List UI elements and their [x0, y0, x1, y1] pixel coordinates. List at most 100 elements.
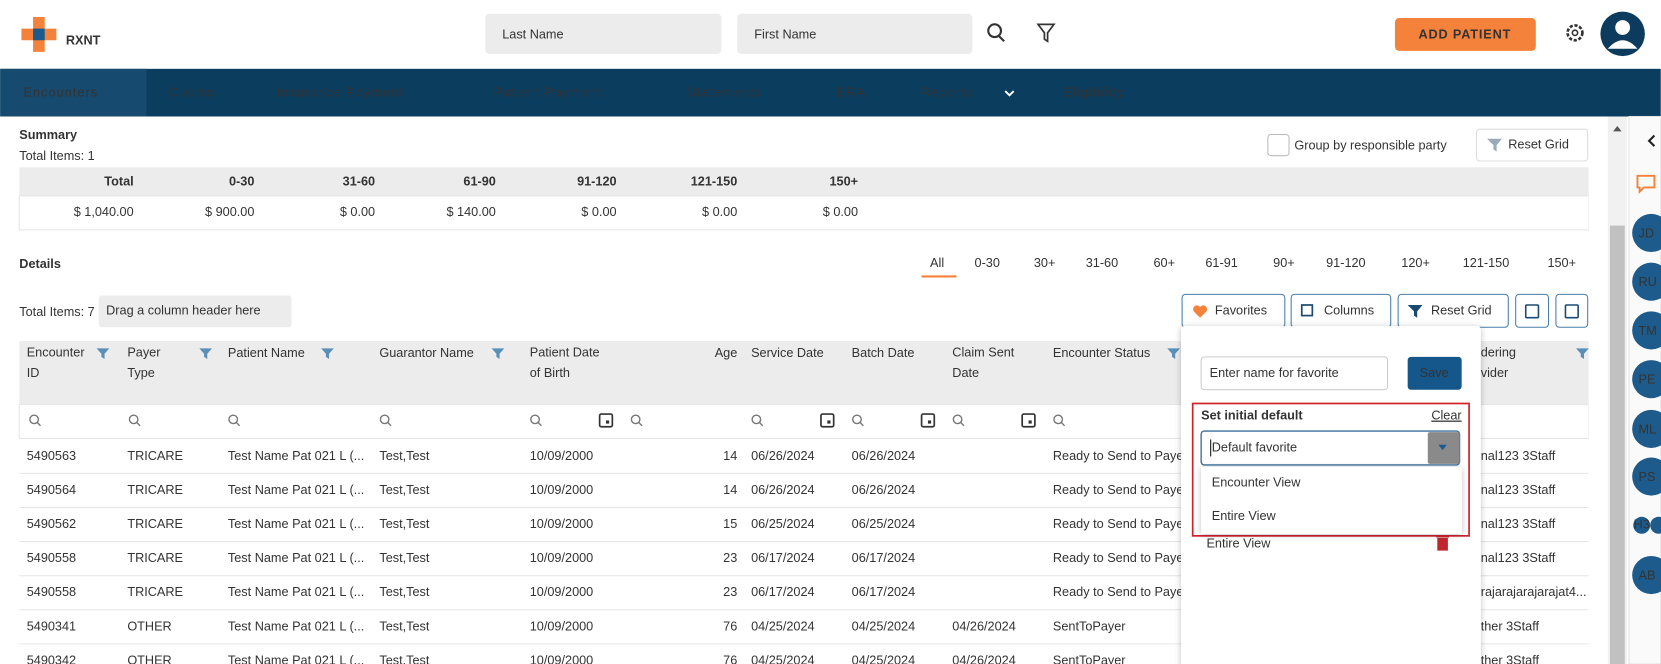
table-cell: SentToPayer: [1053, 619, 1126, 633]
delete-icon[interactable]: [1436, 535, 1449, 551]
icon-button[interactable]: [1555, 293, 1589, 328]
select-option[interactable]: Encounter View: [1212, 475, 1301, 489]
aging-filter[interactable]: 60+: [1153, 256, 1175, 270]
add-patient-button[interactable]: [1394, 18, 1536, 51]
nav-item[interactable]: Encounters: [24, 86, 99, 100]
staff-avatar[interactable]: [1632, 262, 1661, 301]
column-filter-icon[interactable]: [321, 348, 334, 360]
aging-filter[interactable]: 30+: [1034, 256, 1056, 270]
table-cell: 04/25/2024: [852, 619, 916, 633]
encounter-link[interactable]: 5490342: [27, 653, 76, 664]
icon-button[interactable]: [1515, 293, 1550, 328]
column-filter-icon[interactable]: [491, 348, 505, 360]
calendar-icon[interactable]: [598, 413, 614, 428]
filter-icon[interactable]: [1036, 23, 1056, 43]
calendar-icon[interactable]: [820, 413, 835, 428]
scrollbar-up[interactable]: [1613, 126, 1622, 132]
nav-bar: Encounters Claims Insurance Payment Patient…: [0, 68, 1661, 117]
table-cell: 06/25/2024: [852, 517, 916, 531]
chat-icon[interactable]: [1636, 174, 1656, 194]
column-header[interactable]: Payer Type: [127, 346, 161, 380]
staff-avatar[interactable]: [1632, 311, 1661, 350]
nav-item[interactable]: Statements: [688, 86, 763, 100]
collapse-chevron[interactable]: [1647, 134, 1656, 147]
staff-avatar[interactable]: [1632, 409, 1661, 448]
column-filter-icon[interactable]: [96, 348, 110, 360]
nav-item[interactable]: Reports: [922, 86, 974, 100]
select-option[interactable]: Entire View: [1212, 509, 1277, 523]
encounter-link[interactable]: 5490564: [27, 483, 76, 497]
search-icon[interactable]: [987, 23, 1003, 39]
search-input[interactable]: [485, 13, 722, 55]
filter-search-handle: [859, 422, 864, 427]
staff-avatar-small[interactable]: [1650, 516, 1661, 534]
aging-filter[interactable]: All: [930, 256, 944, 270]
filter-search-handle: [537, 422, 542, 427]
staff-avatar-small[interactable]: [1633, 516, 1651, 534]
column-header[interactable]: Service Date: [751, 346, 824, 360]
column-header[interactable]: Patient Name: [228, 346, 305, 360]
column-header[interactable]: dering vider: [1481, 346, 1516, 380]
encounter-link[interactable]: 5490558: [27, 551, 76, 565]
aging-filter[interactable]: 121-150: [1463, 256, 1510, 270]
column-header[interactable]: Batch Date: [852, 346, 915, 360]
calendar-icon[interactable]: [1021, 413, 1036, 428]
encounter-link[interactable]: 5490341: [27, 619, 76, 633]
filter-search-icon: [1053, 414, 1064, 425]
aging-filter[interactable]: 90+: [1273, 256, 1295, 270]
column-filter-icon[interactable]: [1167, 348, 1180, 360]
logo-icon-accent: [33, 28, 45, 41]
filter-search-icon: [128, 414, 139, 425]
table-cell: 10/09/2000: [530, 551, 594, 565]
summary-column-header: 91-120: [577, 175, 617, 189]
column-header[interactable]: Claim Sent Date: [952, 346, 1015, 380]
calendar-icon[interactable]: [920, 413, 936, 428]
scrollbar-thumb[interactable]: [1609, 225, 1625, 664]
nav-item[interactable]: Claims: [170, 86, 215, 100]
staff-initials: TM: [1639, 324, 1657, 338]
table-cell: Test Name Pat 021 L (...: [228, 551, 364, 565]
column-header[interactable]: Patient Date of Birth: [530, 346, 600, 380]
staff-avatar[interactable]: [1632, 457, 1661, 496]
save-button[interactable]: [1407, 356, 1462, 390]
nav-item[interactable]: Eligibility: [1063, 86, 1124, 100]
favorite-name-input[interactable]: [1200, 356, 1389, 391]
staff-avatar[interactable]: [1632, 360, 1661, 399]
table-cell: OTHER: [127, 619, 171, 633]
column-header[interactable]: Age: [715, 346, 738, 360]
columns-icon: [1300, 304, 1314, 317]
reset-grid-button[interactable]: [1475, 128, 1589, 162]
clear-link[interactable]: Clear: [1431, 409, 1462, 423]
nav-item[interactable]: Patient Payment: [494, 86, 603, 100]
table-cell: Test,Test: [379, 551, 430, 565]
encounter-link[interactable]: 5490558: [27, 585, 76, 599]
encounter-link[interactable]: 5490563: [27, 449, 76, 463]
calendar-icon-day: [927, 420, 932, 424]
group-checkbox[interactable]: [1267, 133, 1290, 157]
nav-item[interactable]: ERA: [837, 86, 866, 100]
column-header[interactable]: Guarantor Name: [379, 346, 474, 360]
aging-filter[interactable]: 150+: [1547, 256, 1576, 270]
column-filter-icon[interactable]: [199, 348, 213, 360]
group-by-label: Group by responsible party: [1294, 139, 1447, 153]
table-cell: 10/09/2000: [530, 653, 594, 664]
aging-filter[interactable]: 61-91: [1205, 256, 1237, 270]
column-header[interactable]: Encounter Status: [1053, 346, 1150, 360]
nav-item[interactable]: Insurance Payment: [277, 86, 404, 100]
nav-background: [0, 68, 1661, 117]
search-input[interactable]: [737, 13, 973, 55]
table-cell: 15: [723, 517, 737, 531]
settings-icon[interactable]: [1566, 24, 1584, 42]
aging-filter[interactable]: 0-30: [975, 256, 1000, 270]
encounter-link[interactable]: 5490562: [27, 517, 76, 531]
aging-filter[interactable]: 120+: [1401, 256, 1430, 270]
aging-filter[interactable]: 31-60: [1086, 256, 1118, 270]
column-filter-icon[interactable]: [1576, 348, 1589, 360]
staff-avatar[interactable]: [1632, 213, 1661, 253]
column-header[interactable]: Encounter ID: [27, 346, 86, 380]
table-cell: TRICARE: [127, 449, 183, 463]
staff-avatar[interactable]: [1632, 555, 1661, 595]
table-cell: nal123 3Staff: [1481, 517, 1556, 531]
aging-filter[interactable]: 91-120: [1326, 256, 1366, 270]
